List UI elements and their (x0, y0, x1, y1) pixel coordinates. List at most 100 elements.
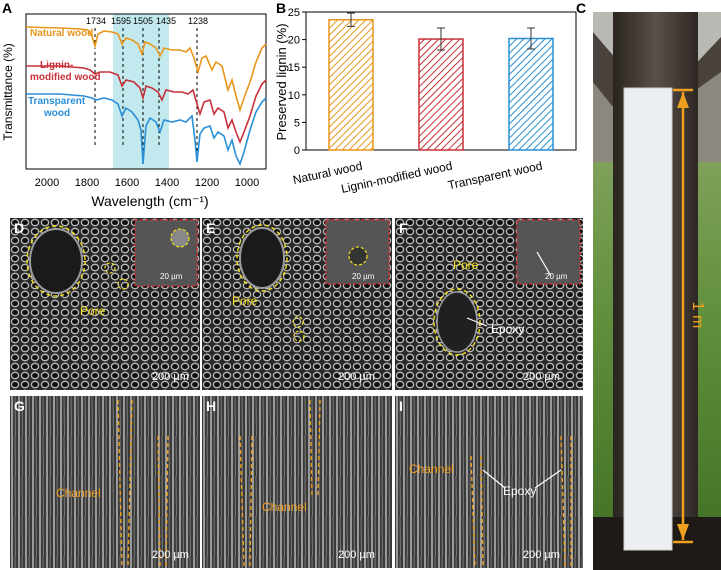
panel-d-letter: D (14, 220, 25, 236)
epoxy-label: Epoxy (503, 484, 537, 498)
bar-transparent-wood (508, 37, 554, 151)
panel-a-letter: A (2, 0, 12, 16)
tree-photo: 1 m (593, 12, 721, 570)
sem-cross-section-transparent (395, 218, 583, 390)
bar-natural-wood (328, 18, 374, 151)
inset-epoxy-arrow (536, 251, 552, 277)
sem-cross-section-lignin-modified (202, 218, 392, 390)
inset-frame (516, 219, 581, 285)
channel-outline (560, 435, 572, 567)
xtick: 1800 (75, 177, 99, 189)
one-meter-arrow (673, 88, 693, 544)
panel-b-letter: B (276, 0, 286, 16)
panel-a: A 1734 1595 1505 1435 1238 Natural wood … (0, 0, 270, 215)
peak-label: 1734 (86, 16, 106, 26)
scale-bar-label: 200 µm (338, 371, 375, 383)
pore-vessel (239, 227, 285, 289)
xtick: 1600 (115, 177, 139, 189)
epoxy-arrow (482, 469, 506, 489)
peak-label: 1595 (111, 16, 131, 26)
ytick-label: 15 (288, 62, 300, 74)
preserved-lignin-bar-chart: B Preserved lignin (%) 0510152025Natural… (274, 0, 577, 196)
scale-bar-label: 200 µm (523, 549, 560, 561)
xtick: 1400 (155, 177, 179, 189)
plot-frame (25, 13, 267, 170)
ytick-label: 25 (288, 7, 300, 19)
panel-c-letter: C (576, 0, 587, 16)
spectrum-transparent-wood (26, 93, 267, 167)
channel-label: Channel (56, 486, 101, 500)
category-label: Transparent wood (447, 159, 544, 193)
pore-outline (26, 225, 86, 297)
panel-d-sem-image: 20 µm Pore 200 µm (10, 218, 200, 390)
panel-e-letter: E (206, 220, 216, 236)
xtick: 2000 (35, 177, 59, 189)
panel-i-sem-image: Channel Epoxy 200 µm (395, 396, 583, 568)
panel-c: C 1 m (576, 0, 721, 570)
error-bar (347, 12, 355, 27)
ytick-label: 5 (294, 117, 300, 129)
panel-a-xlabel: Wavelength (cm⁻¹) (91, 193, 208, 209)
bar-lignin-modified-wood (418, 38, 464, 151)
peak-label: 1505 (133, 16, 153, 26)
scale-bar-label: 200 µm (152, 371, 189, 383)
series-label-lignin-line2: modified wood (30, 72, 101, 83)
channel-outline (157, 435, 169, 567)
inset-scale-label: 20 µm (160, 272, 183, 281)
peak-labels: 1734 1595 1505 1435 1238 (86, 16, 208, 26)
one-meter-label: 1 m (689, 302, 706, 329)
small-pore-outline (104, 262, 116, 274)
ytick-label: 0 (294, 145, 300, 157)
ytick-label: 10 (288, 90, 300, 102)
panel-f-letter: F (399, 220, 408, 236)
series-label-natural: Natural wood (30, 28, 93, 39)
xtick: 1000 (235, 177, 259, 189)
scale-bar-label: 200 µm (523, 371, 560, 383)
pore-vessel (29, 228, 83, 294)
small-pore-outline (293, 330, 305, 342)
pore-label: Pore (80, 304, 106, 318)
channel-outline (470, 455, 484, 567)
epoxy-arrow (466, 317, 488, 327)
small-pore-outline (117, 278, 129, 290)
spectrum-natural-wood (25, 26, 267, 113)
error-bar (527, 27, 535, 50)
transparent-wood-panel (623, 87, 673, 551)
xtick: 1200 (195, 177, 219, 189)
series-label-transparent-line1: Transparent (28, 96, 86, 107)
sem-longitudinal-natural (10, 396, 200, 568)
error-bar (437, 27, 445, 51)
inset-pore-outline (348, 246, 368, 266)
series-label-lignin-line1: Lignin- (40, 60, 73, 71)
inset-scale-label: 20 µm (352, 272, 375, 281)
epoxy-filled-pore (436, 291, 478, 353)
spectrum-lignin-modified-wood (26, 65, 267, 145)
pore-outline (236, 224, 288, 292)
inset-scale-label: 20 µm (545, 272, 568, 281)
panel-h-sem-image: Channel 200 µm (202, 396, 392, 568)
panel-h-letter: H (206, 398, 217, 414)
channel-label: Channel (409, 462, 454, 476)
scale-bar-label: 200 µm (338, 549, 375, 561)
pore-label: Pore (453, 258, 479, 272)
epoxy-label: Epoxy (491, 322, 525, 336)
ytick-label: 20 (288, 35, 300, 47)
sem-longitudinal-lignin-modified (202, 396, 392, 568)
ftir-spectra-plot: A 1734 1595 1505 1435 1238 Natural wood … (1, 0, 267, 209)
panel-g-letter: G (14, 398, 25, 414)
panel-f-sem-image: 20 µm Pore Epoxy 200 µm (395, 218, 583, 390)
panel-i-letter: I (399, 398, 403, 414)
panel-g-sem-image: Channel 200 µm (10, 396, 200, 568)
pore-label: Pore (232, 294, 258, 308)
small-pore-outline (292, 316, 304, 328)
sem-cross-section-natural (10, 218, 200, 390)
peak-label: 1238 (188, 16, 208, 26)
epoxy-arrow (534, 469, 562, 489)
channel-outline (309, 399, 321, 497)
sem-longitudinal-transparent (395, 396, 583, 568)
channel-outline (239, 435, 253, 567)
scale-bar-label: 200 µm (152, 549, 189, 561)
series-label-transparent-line2: wood (43, 108, 70, 119)
panel-b-ylabel: Preserved lignin (%) (274, 23, 289, 140)
